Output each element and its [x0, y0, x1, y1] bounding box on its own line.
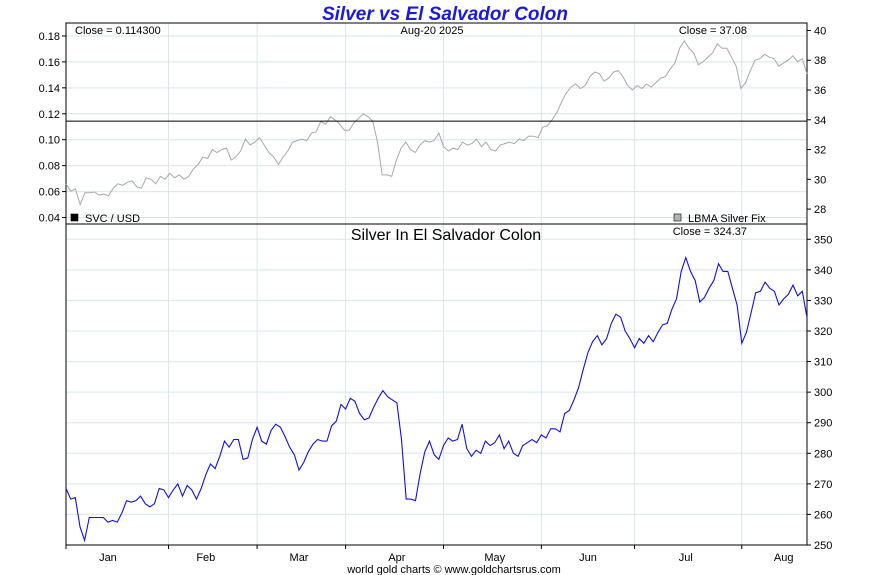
right-tick-label: 260 [814, 509, 832, 521]
x-axis: Jan Feb Mar Apr May Jun Jul Aug [65, 545, 794, 564]
svc-legend-label: SVC / USD [85, 213, 140, 225]
date-label: Aug-20 2025 [401, 25, 464, 37]
bottom-close-label: Close = 324.37 [673, 226, 747, 238]
right-tick-label: 28 [814, 204, 826, 216]
right-tick-label: 270 [814, 479, 832, 491]
left-tick-label: 0.06 [39, 187, 60, 199]
left-tick-label: 0.12 [39, 109, 60, 121]
right-close-label: Close = 37.08 [679, 25, 747, 37]
x-tick-label: Jun [579, 552, 597, 564]
top-panel: 0.04 0.06 0.08 0.10 0.12 0.14 0.16 0.18 28 30 32 3… [39, 22, 826, 225]
bottom-grid [66, 224, 807, 546]
silver-colon-line [65, 255, 808, 543]
right-tick-label: 280 [814, 448, 832, 460]
right-tick-label: 330 [814, 295, 832, 307]
right-tick-label: 30 [814, 174, 826, 186]
left-tick-label: 0.04 [39, 213, 60, 225]
left-tick-label: 0.14 [39, 83, 60, 95]
footer-credit: world gold charts © www.goldchartsrus.co… [346, 564, 561, 575]
silver-legend-label: LBMA Silver Fix [688, 213, 766, 225]
left-close-label: Close = 0.114300 [75, 25, 161, 37]
silver-price-line [65, 39, 808, 207]
x-tick-label: Apr [388, 552, 405, 564]
top-right-axis: 28 30 32 34 36 38 40 [807, 25, 826, 216]
right-tick-label: 40 [814, 25, 826, 37]
right-tick-label: 340 [814, 265, 832, 277]
right-tick-label: 310 [814, 357, 832, 369]
right-tick-label: 290 [814, 418, 832, 430]
left-tick-label: 0.08 [39, 161, 60, 173]
x-tick-label: May [484, 552, 505, 564]
top-grid [66, 23, 807, 224]
top-left-axis: 0.04 0.06 0.08 0.10 0.12 0.14 0.16 0.18 [39, 31, 66, 225]
bottom-title: Silver In El Salvador Colon [351, 227, 541, 244]
right-tick-label: 250 [814, 540, 832, 552]
x-tick-label: Feb [196, 552, 215, 564]
left-tick-label: 0.10 [39, 135, 60, 147]
top-plot-frame [65, 22, 808, 225]
right-tick-label: 38 [814, 55, 826, 67]
bottom-panel: 250 260 270 280 290 300 310 320 330 340 350 Jan Feb… [65, 223, 832, 564]
chart-title: Silver vs El Salvador Colon [322, 4, 568, 25]
right-tick-label: 320 [814, 326, 832, 338]
x-tick-label: Mar [290, 552, 309, 564]
x-tick-label: Jul [679, 552, 693, 564]
right-tick-label: 34 [814, 115, 826, 127]
svc-legend-swatch [70, 213, 79, 222]
left-tick-label: 0.16 [39, 57, 60, 69]
right-tick-label: 350 [814, 234, 832, 246]
x-tick-label: Jan [99, 552, 117, 564]
bottom-plot-frame [65, 223, 808, 546]
bottom-right-axis: 250 260 270 280 290 300 310 320 330 340 350 [807, 234, 832, 552]
right-tick-label: 36 [814, 85, 826, 97]
x-tick-label: Aug [774, 552, 794, 564]
right-tick-label: 32 [814, 145, 826, 157]
left-tick-label: 0.18 [39, 31, 60, 43]
silver-legend-swatch [673, 213, 682, 222]
right-tick-label: 300 [814, 387, 832, 399]
